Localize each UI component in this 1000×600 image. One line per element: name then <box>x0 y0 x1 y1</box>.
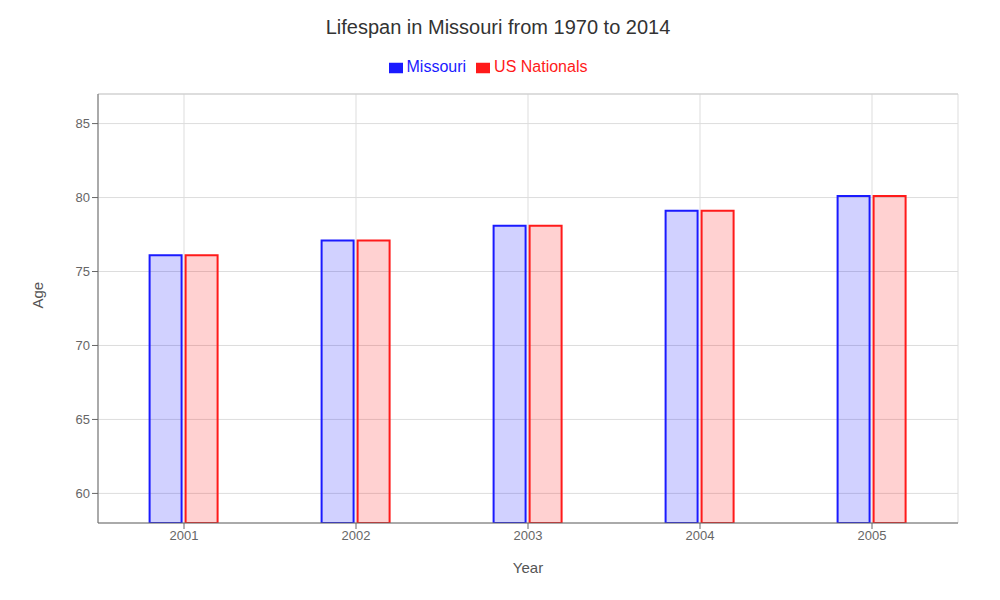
svg-text:70: 70 <box>76 338 90 353</box>
svg-text:65: 65 <box>76 412 90 427</box>
svg-text:2001: 2001 <box>170 528 199 543</box>
svg-text:2003: 2003 <box>514 528 543 543</box>
html-text:US Nationals: US Nationals <box>494 58 588 75</box>
svg-text:80: 80 <box>76 190 90 205</box>
svg-text:2004: 2004 <box>686 528 715 543</box>
svg-text:2002: 2002 <box>342 528 371 543</box>
svg-text:Year: Year <box>513 559 543 576</box>
svg-text:2005: 2005 <box>858 528 887 543</box>
svg-text:75: 75 <box>76 264 90 279</box>
html-text:Missouri: Missouri <box>406 58 467 75</box>
svg-text:85: 85 <box>76 116 90 131</box>
svg-text:60: 60 <box>76 486 90 501</box>
html-text:Lifespan in Missouri from 1970: Lifespan in Missouri from 1970 to 2014 <box>325 16 671 38</box>
svg-text:Age: Age <box>29 282 46 309</box>
